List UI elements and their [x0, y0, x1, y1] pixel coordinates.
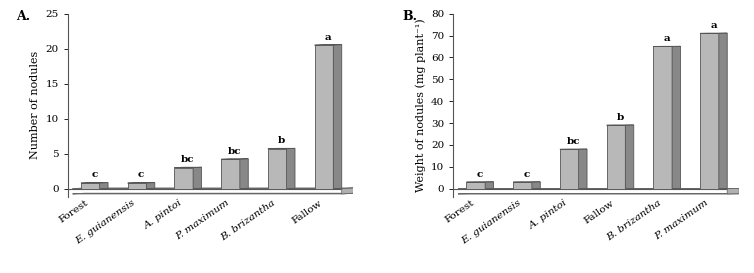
Polygon shape	[728, 188, 739, 194]
Polygon shape	[127, 183, 146, 189]
Polygon shape	[287, 148, 295, 189]
Polygon shape	[240, 159, 248, 189]
Polygon shape	[578, 149, 587, 189]
Polygon shape	[146, 183, 155, 189]
Polygon shape	[221, 159, 240, 189]
Polygon shape	[532, 182, 541, 189]
Text: bc: bc	[181, 155, 195, 164]
Text: Forest: Forest	[443, 198, 476, 225]
Polygon shape	[560, 149, 578, 189]
Text: b: b	[277, 136, 285, 145]
Text: a: a	[710, 21, 717, 30]
Text: c: c	[91, 171, 97, 179]
Polygon shape	[193, 167, 201, 189]
Polygon shape	[607, 125, 625, 189]
Polygon shape	[268, 149, 287, 189]
Text: bc: bc	[567, 137, 581, 146]
Text: B.: B.	[402, 10, 417, 23]
Text: a: a	[325, 32, 332, 41]
Y-axis label: Number of nodules: Number of nodules	[30, 51, 40, 159]
Polygon shape	[100, 183, 108, 189]
Text: A.: A.	[17, 10, 31, 23]
Polygon shape	[654, 46, 672, 189]
Text: Fallow: Fallow	[290, 198, 324, 225]
Polygon shape	[81, 183, 100, 189]
Polygon shape	[700, 33, 719, 189]
Polygon shape	[625, 125, 634, 189]
Polygon shape	[268, 148, 295, 149]
Text: c: c	[523, 170, 530, 179]
Text: Forest: Forest	[58, 198, 90, 225]
Polygon shape	[467, 182, 485, 189]
Text: A. pintoi: A. pintoi	[528, 198, 569, 231]
Polygon shape	[672, 46, 681, 189]
Text: c: c	[477, 170, 483, 179]
Text: Fallow: Fallow	[583, 198, 616, 225]
Polygon shape	[485, 182, 494, 189]
Text: E. guianensis: E. guianensis	[74, 198, 137, 246]
Text: P. maximum: P. maximum	[653, 198, 710, 242]
Text: B. brizantha: B. brizantha	[219, 198, 277, 242]
Text: B. brizantha: B. brizantha	[605, 198, 663, 242]
Text: A. pintoi: A. pintoi	[143, 198, 184, 231]
Polygon shape	[513, 182, 532, 189]
Text: P. maximum: P. maximum	[173, 198, 231, 242]
Polygon shape	[342, 188, 354, 194]
Text: b: b	[617, 113, 624, 122]
Text: a: a	[664, 34, 670, 43]
Y-axis label: Weight of nodules (mg plant⁻¹): Weight of nodules (mg plant⁻¹)	[415, 18, 425, 192]
Polygon shape	[72, 193, 354, 194]
Polygon shape	[72, 188, 354, 189]
Text: c: c	[138, 171, 144, 179]
Text: E. guianensis: E. guianensis	[460, 198, 523, 246]
Text: bc: bc	[228, 147, 241, 156]
Polygon shape	[333, 45, 342, 189]
Polygon shape	[314, 45, 333, 189]
Polygon shape	[719, 33, 728, 189]
Polygon shape	[174, 167, 201, 168]
Polygon shape	[174, 168, 193, 189]
